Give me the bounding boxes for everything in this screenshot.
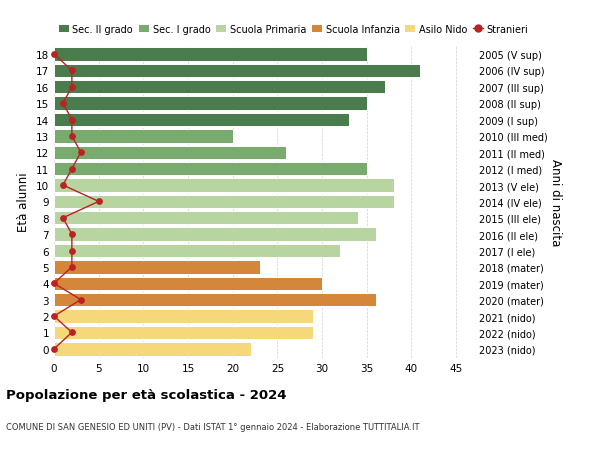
Bar [54,195,394,209]
Point [58,182,68,189]
Point [49,51,59,59]
Bar [54,146,286,160]
Point [67,329,77,336]
Point [58,215,68,222]
Bar [54,81,385,94]
Text: Popolazione per età scolastica - 2024: Popolazione per età scolastica - 2024 [6,388,287,401]
Bar [54,342,251,356]
Bar [54,48,367,62]
Bar [54,326,313,339]
Point [76,149,86,157]
Point [67,67,77,75]
Bar [54,97,367,111]
Bar [54,113,349,127]
Point [67,263,77,271]
Point [67,247,77,255]
Bar [54,293,376,307]
Bar [54,277,322,291]
Y-axis label: Anni di nascita: Anni di nascita [548,158,562,246]
Bar [54,228,376,241]
Point [49,345,59,353]
Point [67,166,77,173]
Point [49,313,59,320]
Point [67,84,77,91]
Bar [54,244,340,257]
Bar [54,310,313,323]
Point [58,100,68,107]
Bar [54,162,367,176]
Text: COMUNE DI SAN GENESIO ED UNITI (PV) - Dati ISTAT 1° gennaio 2024 - Elaborazione : COMUNE DI SAN GENESIO ED UNITI (PV) - Da… [6,422,419,431]
Bar [54,261,260,274]
Point [67,117,77,124]
Bar [54,65,421,78]
Point [67,231,77,238]
Y-axis label: Età alunni: Età alunni [17,172,31,232]
Legend: Sec. II grado, Sec. I grado, Scuola Primaria, Scuola Infanzia, Asilo Nido, Stran: Sec. II grado, Sec. I grado, Scuola Prim… [59,25,529,35]
Bar [54,179,394,192]
Point [49,280,59,287]
Point [94,198,103,206]
Point [67,133,77,140]
Point [76,297,86,304]
Bar [54,130,233,143]
Bar [54,212,358,225]
